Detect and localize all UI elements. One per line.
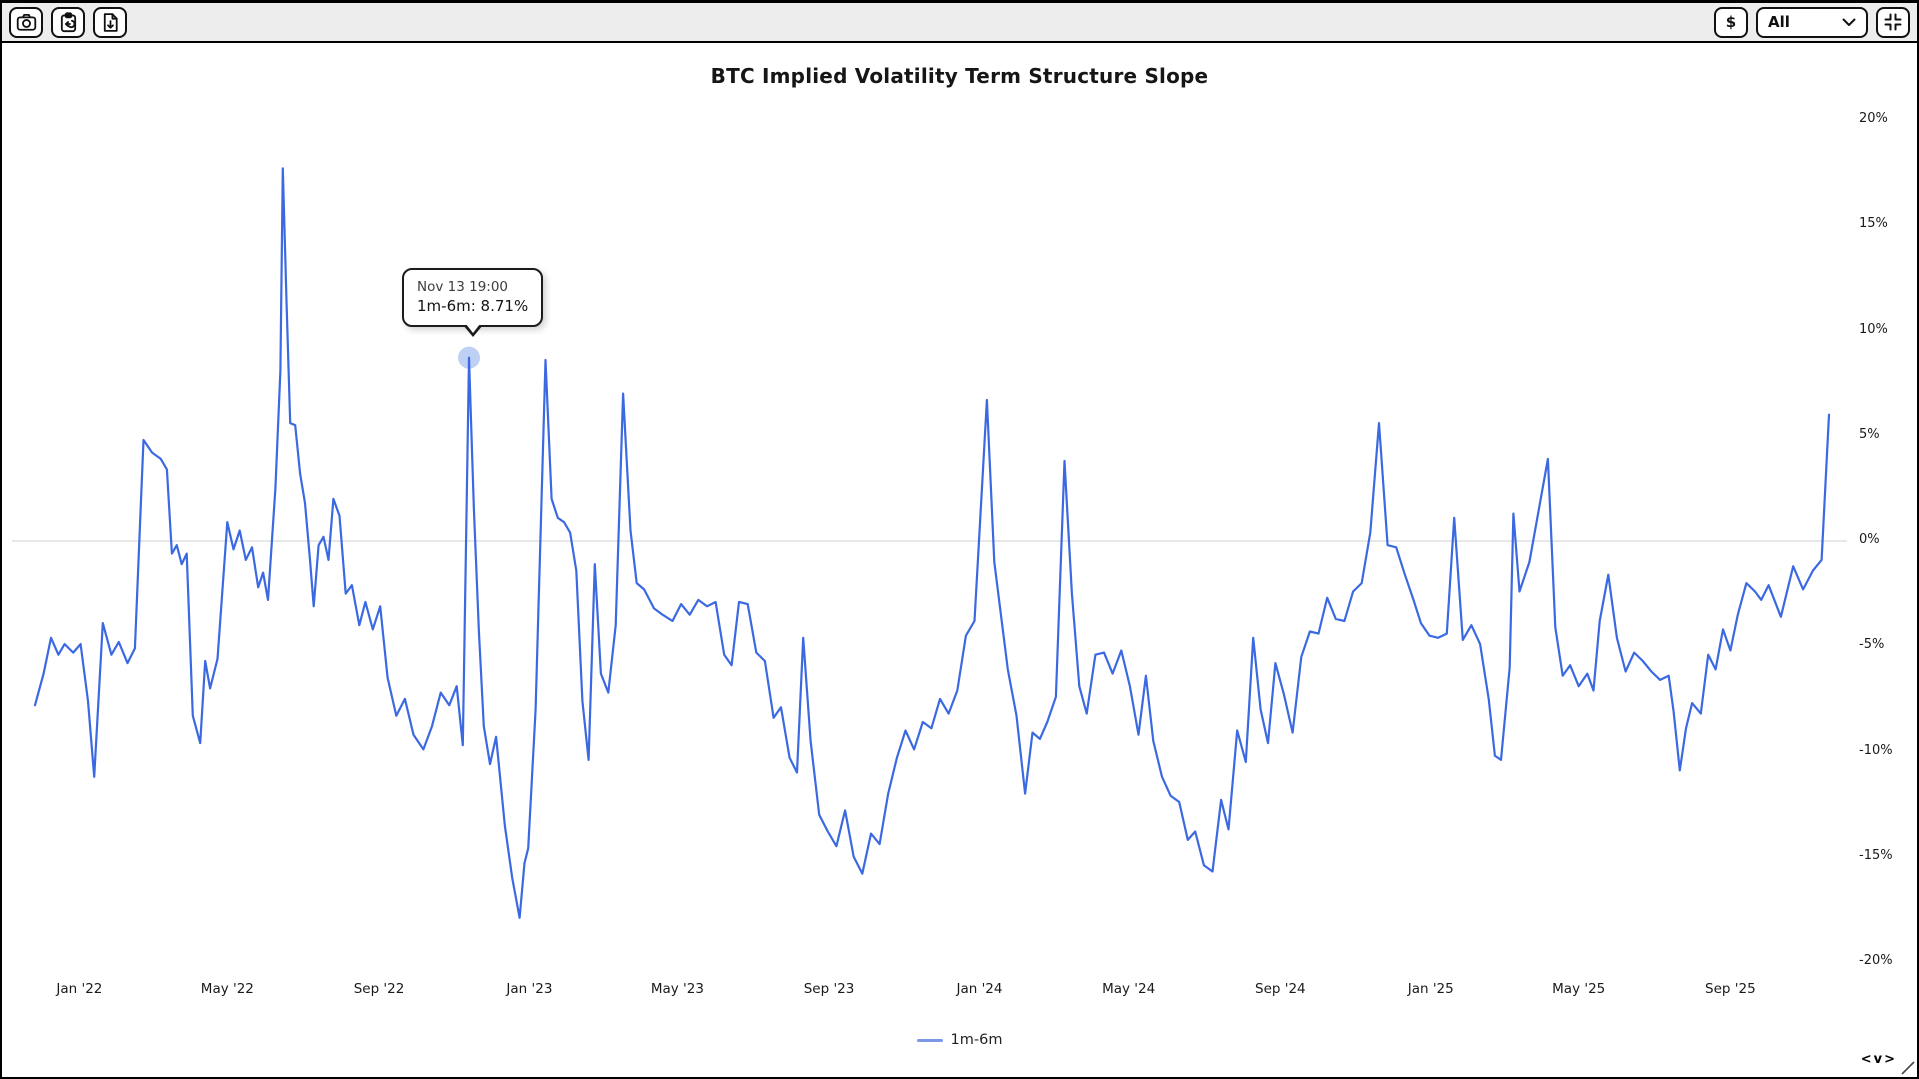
pan-down-button[interactable]: v xyxy=(1873,1052,1883,1067)
legend: 1m-6m xyxy=(2,1032,1917,1048)
tooltip-value: 1m-6m: 8.71% xyxy=(417,296,529,315)
y-axis-tick-label: -20% xyxy=(1859,953,1893,968)
y-axis-tick-label: 5% xyxy=(1859,426,1880,442)
x-axis-tick-label: Sep '22 xyxy=(353,981,405,997)
range-select-value: All xyxy=(1768,13,1790,31)
currency-toggle-button[interactable]: $ xyxy=(1714,6,1748,38)
pan-left-button[interactable]: < xyxy=(1860,1052,1872,1067)
toolbar: $ All xyxy=(2,3,1917,43)
y-axis-tick-label: 20% xyxy=(1859,111,1888,126)
y-axis-tick-label: -10% xyxy=(1859,742,1893,758)
x-axis-tick-label: Jan '22 xyxy=(56,981,103,997)
resize-grip[interactable] xyxy=(1897,1057,1917,1077)
y-axis-tick-label: -5% xyxy=(1859,637,1885,653)
y-axis-tick-label: 10% xyxy=(1859,321,1888,337)
collapse-corners-icon xyxy=(1883,12,1903,32)
tooltip: Nov 13 19:00 1m-6m: 8.71% xyxy=(402,267,544,337)
x-axis-tick-label: May '24 xyxy=(1102,981,1156,997)
chevron-down-icon xyxy=(1842,13,1856,31)
x-axis-tick-label: Jan '23 xyxy=(506,981,553,997)
x-axis-tick-label: Sep '23 xyxy=(803,981,855,997)
y-axis-tick-label: 15% xyxy=(1859,216,1888,232)
legend-line-swatch xyxy=(916,1038,943,1042)
chart-title: BTC Implied Volatility Term Structure Sl… xyxy=(710,64,1209,88)
legend-item[interactable]: 1m-6m xyxy=(916,1032,1003,1048)
tooltip-date: Nov 13 19:00 xyxy=(417,278,509,295)
y-axis-tick-label: 0% xyxy=(1859,532,1880,547)
x-axis-tick-label: Jan '25 xyxy=(1407,981,1454,997)
series-line-1m-6m xyxy=(33,167,1831,919)
camera-icon xyxy=(16,12,37,33)
x-axis-tick-label: Sep '25 xyxy=(1705,981,1756,997)
x-axis-tick-label: May '25 xyxy=(1552,981,1606,997)
range-select[interactable]: All xyxy=(1756,6,1868,38)
fit-view-button[interactable] xyxy=(1876,6,1910,38)
download-button[interactable] xyxy=(93,6,127,38)
x-axis-tick-label: May '22 xyxy=(200,981,254,997)
file-download-icon xyxy=(100,12,121,33)
toolbar-right-group: $ All xyxy=(1714,6,1910,38)
x-axis-tick-label: May '23 xyxy=(650,981,704,997)
copy-chart-button[interactable] xyxy=(51,6,85,38)
screenshot-button[interactable] xyxy=(9,6,43,38)
dollar-label: $ xyxy=(1725,13,1737,31)
pan-right-button[interactable]: > xyxy=(1884,1052,1895,1067)
x-axis-tick-label: Jan '24 xyxy=(956,981,1003,997)
toolbar-left-group xyxy=(9,6,127,38)
plot-area[interactable] xyxy=(2,3,1919,1079)
y-axis-tick-label: -15% xyxy=(1859,847,1893,863)
clipboard-paste-icon xyxy=(58,11,79,33)
pan-controls: < v > xyxy=(1861,1053,1895,1067)
x-axis-tick-label: Sep '24 xyxy=(1255,981,1306,997)
legend-label: 1m-6m xyxy=(950,1032,1003,1048)
